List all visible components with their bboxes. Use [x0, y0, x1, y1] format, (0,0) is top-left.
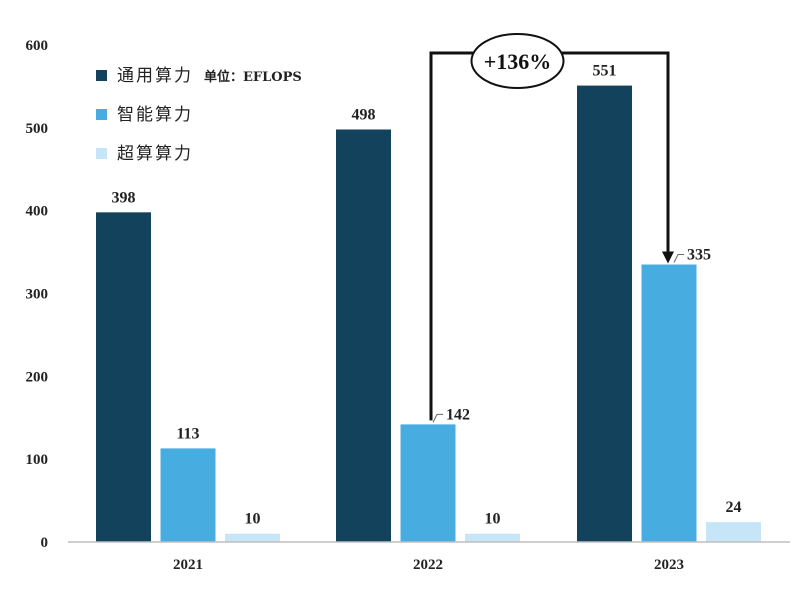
- label-leader-line: [432, 413, 443, 423]
- x-tick-label: 2021: [173, 557, 203, 573]
- data-label: 398: [112, 189, 136, 206]
- y-tick-label: 100: [26, 452, 49, 468]
- y-tick-label: 200: [26, 369, 49, 385]
- legend-label: 智能算力: [117, 105, 193, 125]
- growth-label: +136%: [484, 49, 552, 74]
- growth-ellipse: [470, 33, 565, 89]
- bar: [225, 533, 280, 542]
- bar: [336, 129, 391, 543]
- bar: [160, 448, 216, 542]
- bar: [400, 424, 456, 542]
- data-label: 498: [352, 106, 376, 123]
- x-tick-label: 2023: [654, 557, 684, 573]
- legend-swatch: [96, 109, 107, 120]
- bar: [577, 85, 632, 543]
- bar: [641, 264, 697, 542]
- growth-bracket-line: [429, 51, 670, 421]
- legend-label: 超算算力: [117, 144, 193, 164]
- y-tick-label: 300: [26, 287, 49, 303]
- legend-swatch: [96, 148, 107, 159]
- data-label: 142: [446, 406, 470, 423]
- unit-label: 单位：EFLOPS: [204, 69, 302, 85]
- y-axis: 0 100 200 300 400 500 600: [26, 38, 49, 551]
- bar: [465, 533, 520, 542]
- x-axis: 2021 2022 2023: [173, 557, 684, 573]
- data-label: 10: [245, 511, 261, 528]
- legend-label: 通用算力: [117, 66, 193, 86]
- data-label: 24: [726, 499, 742, 516]
- bar: [96, 212, 151, 542]
- y-tick-label: 0: [41, 535, 49, 551]
- bar: [706, 522, 761, 542]
- arrow-head-icon: [662, 251, 674, 264]
- data-label: 335: [687, 247, 711, 264]
- data-labels: 398 498 551 113 142 335 10 10 24: [112, 63, 742, 528]
- legend-swatch: [96, 70, 107, 81]
- data-label: 113: [176, 425, 199, 442]
- label-leader-line: [673, 254, 684, 263]
- bars: [96, 85, 761, 543]
- y-tick-label: 600: [26, 38, 49, 54]
- growth-annotation: +136%: [429, 33, 674, 421]
- y-tick-label: 400: [26, 204, 49, 220]
- data-label: 10: [485, 511, 501, 528]
- x-tick-label: 2022: [413, 557, 443, 573]
- data-label: 551: [593, 63, 617, 80]
- y-tick-label: 500: [26, 121, 49, 137]
